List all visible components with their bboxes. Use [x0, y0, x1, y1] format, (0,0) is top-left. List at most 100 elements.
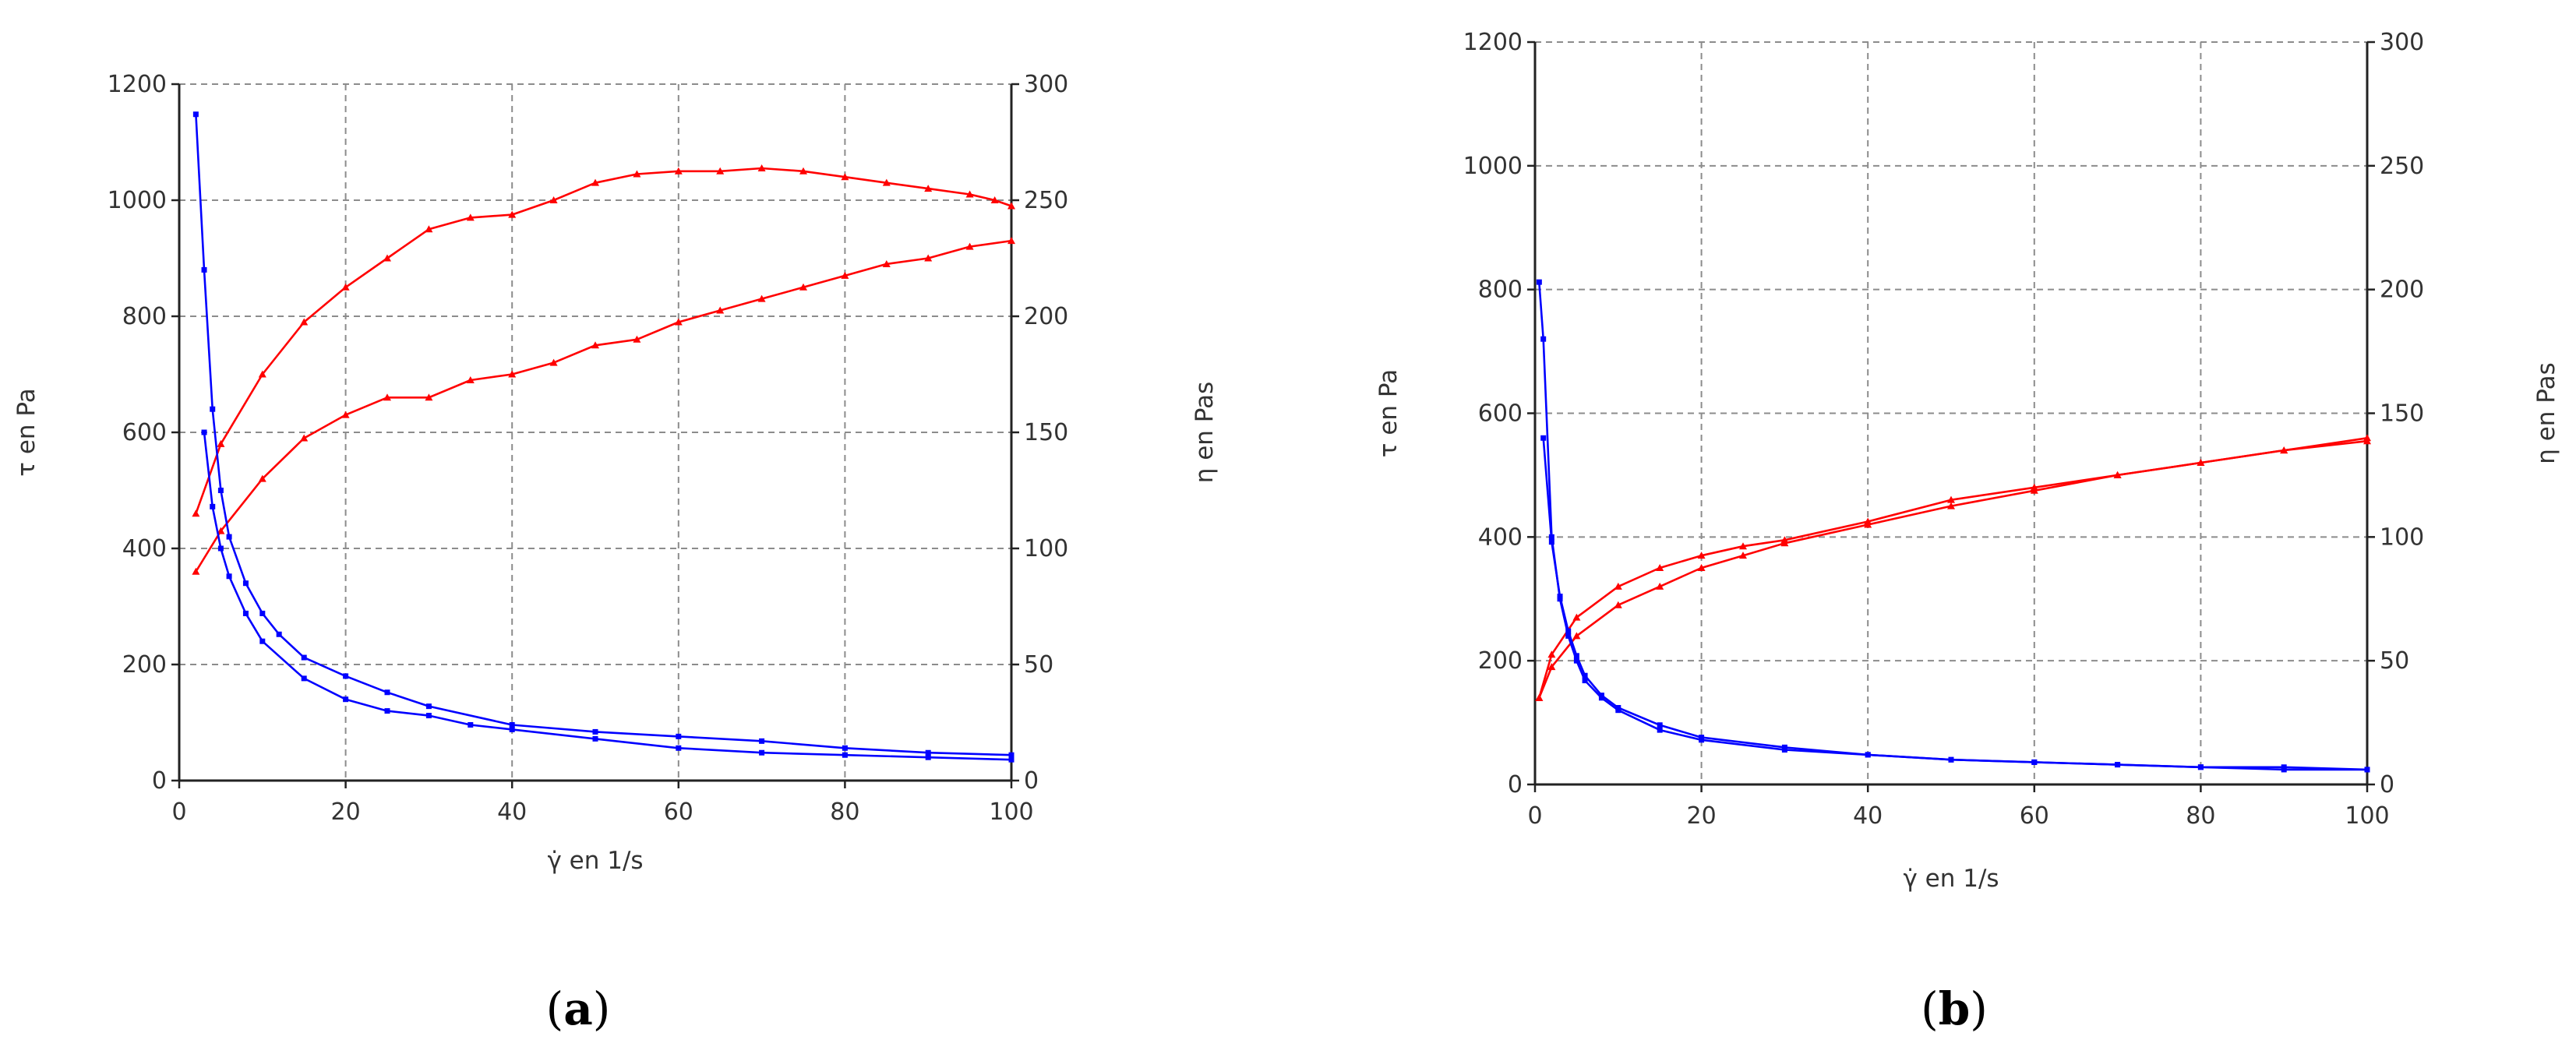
data-point-eta — [1536, 279, 1542, 285]
panel-caption: (a) — [546, 982, 611, 1035]
data-point-tau — [1007, 202, 1015, 210]
data-point-tau — [383, 254, 391, 262]
data-point-tau — [258, 370, 266, 378]
data-point-tau — [341, 283, 350, 291]
data-point-eta — [1657, 722, 1663, 728]
data-point-tau — [716, 306, 725, 314]
series-line-eta — [1538, 282, 2368, 771]
data-point-tau — [1697, 564, 1706, 572]
data-point-tau — [1547, 650, 1556, 658]
data-point-eta — [226, 573, 232, 580]
data-point-eta — [676, 733, 682, 739]
data-point-tau — [799, 167, 807, 174]
chart-b: 0 20 40 60 80 1000200400600800100012000501001… — [1374, 29, 2560, 1035]
data-point-eta — [2281, 767, 2287, 773]
data-point-tau — [549, 196, 558, 203]
caption-open: ( — [1921, 982, 1939, 1035]
data-point-tau — [1572, 613, 1581, 621]
x-axis-title: γ̇ en 1/s — [1903, 865, 1999, 893]
x-tick-label: 100 — [989, 798, 1033, 826]
data-point-eta — [384, 689, 390, 696]
data-point-eta — [759, 749, 765, 756]
y-left-tick-label: 1200 — [1463, 29, 1523, 56]
data-point-eta — [1557, 594, 1563, 600]
y-left-axis-title: τ en Pa — [1374, 369, 1403, 457]
y-left-tick-label: 0 — [1508, 771, 1523, 798]
x-tick-label: 100 — [2345, 802, 2389, 830]
data-point-tau — [383, 393, 391, 401]
y-left-axis-title: τ en Pa — [12, 388, 41, 476]
data-point-tau — [1572, 632, 1581, 640]
data-point-eta — [301, 654, 307, 661]
data-point-tau — [1739, 552, 1747, 559]
data-point-eta — [276, 631, 282, 637]
data-point-tau — [1656, 582, 1664, 590]
y-right-tick-label: 150 — [1024, 419, 1068, 446]
data-point-tau — [633, 335, 641, 343]
data-point-eta — [468, 721, 474, 728]
x-tick-label: 80 — [830, 798, 859, 826]
data-point-eta — [2031, 759, 2038, 765]
y-right-tick-label: 250 — [1024, 187, 1068, 214]
y-left-tick-label: 800 — [1478, 277, 1523, 304]
data-point-tau — [1656, 564, 1664, 572]
data-point-tau — [217, 527, 225, 534]
data-point-eta — [217, 488, 224, 493]
data-point-tau — [924, 254, 933, 262]
data-point-tau — [1697, 552, 1706, 559]
data-point-eta — [925, 749, 931, 756]
caption-close: ) — [1970, 982, 1988, 1035]
y-left-tick-label: 200 — [1478, 647, 1523, 675]
caption-open: ( — [546, 982, 564, 1035]
data-point-tau — [508, 370, 517, 378]
data-point-eta — [301, 675, 307, 682]
data-point-eta — [425, 713, 432, 719]
data-point-tau — [258, 474, 266, 482]
y-left-tick-label: 0 — [152, 767, 167, 795]
x-tick-label: 60 — [664, 798, 693, 826]
y-left-tick-label: 800 — [122, 303, 167, 330]
data-point-eta — [925, 754, 931, 760]
data-point-tau — [1780, 539, 1789, 547]
data-point-eta — [425, 703, 432, 710]
caption-close: ) — [593, 982, 611, 1035]
data-point-eta — [509, 721, 515, 728]
x-tick-label: 40 — [1853, 802, 1883, 830]
y-right-tick-label: 100 — [2380, 523, 2424, 551]
y-left-tick-label: 1000 — [1463, 153, 1523, 180]
data-point-eta — [509, 726, 515, 732]
data-point-eta — [592, 735, 598, 742]
data-point-eta — [343, 673, 349, 679]
y-right-tick-label: 300 — [2380, 29, 2424, 56]
panel-caption: (b) — [1921, 982, 1988, 1035]
y-left-tick-label: 1200 — [108, 71, 167, 98]
x-tick-label: 60 — [2020, 802, 2049, 830]
data-point-tau — [300, 318, 309, 326]
y-left-tick-label: 600 — [122, 419, 167, 446]
y-left-tick-label: 200 — [122, 651, 167, 679]
data-point-eta — [210, 406, 216, 412]
data-point-eta — [1565, 633, 1572, 639]
data-point-tau — [924, 185, 933, 192]
data-point-eta — [1008, 752, 1015, 758]
y-right-axis-title: η en Pas — [2532, 362, 2560, 464]
data-point-tau — [466, 213, 475, 221]
x-tick-label: 20 — [331, 798, 361, 826]
data-point-eta — [1582, 678, 1588, 684]
data-point-tau — [2280, 446, 2288, 454]
data-point-tau — [674, 167, 683, 174]
data-point-eta — [201, 429, 207, 435]
data-point-tau — [674, 318, 683, 326]
x-tick-label: 80 — [2186, 802, 2215, 830]
data-point-eta — [759, 738, 765, 744]
y-right-tick-label: 100 — [1024, 535, 1068, 562]
data-point-tau — [757, 294, 766, 302]
data-point-tau — [466, 375, 475, 383]
data-point-eta — [842, 745, 848, 751]
data-point-eta — [1582, 672, 1588, 679]
data-point-tau — [841, 271, 849, 279]
data-point-tau — [1614, 582, 1622, 590]
data-point-eta — [226, 534, 232, 540]
data-point-tau — [1947, 495, 1955, 503]
data-point-tau — [799, 283, 807, 291]
